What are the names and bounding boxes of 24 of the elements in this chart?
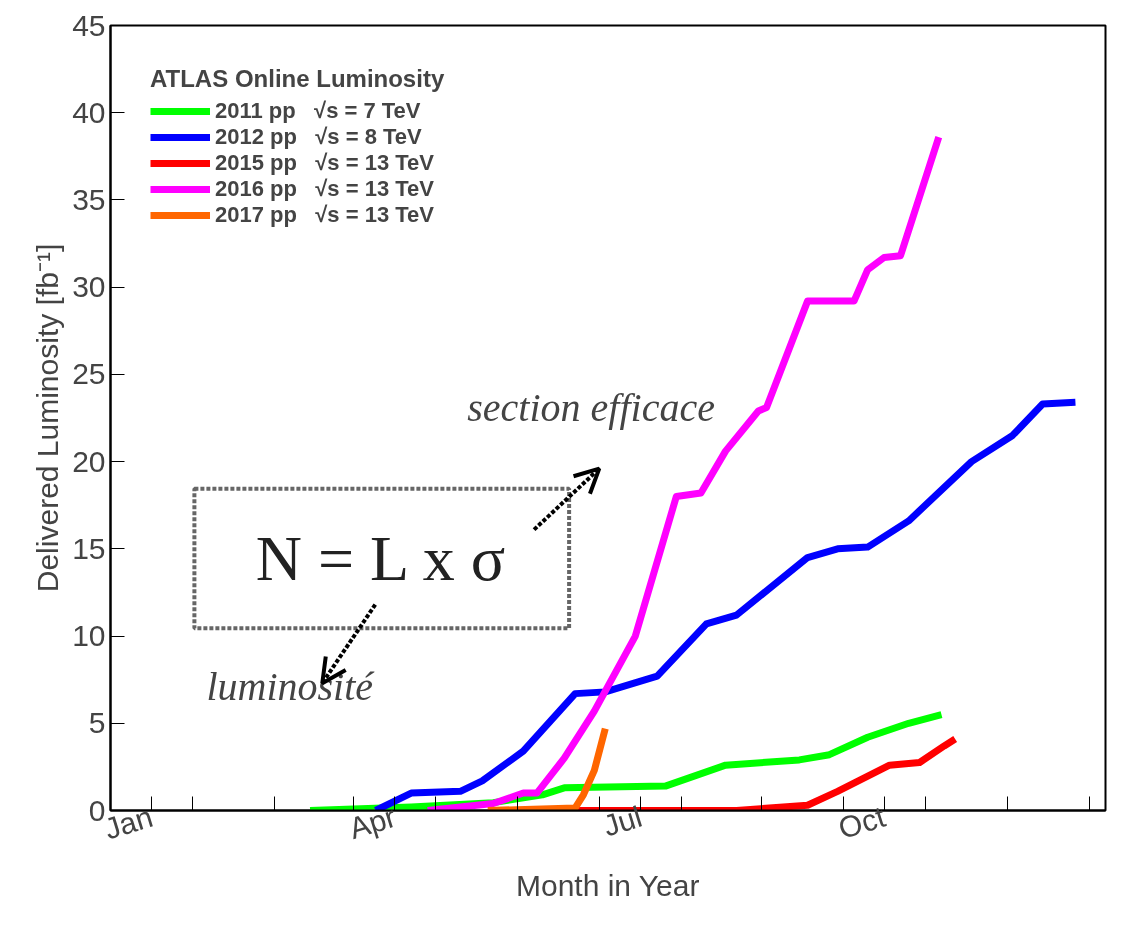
x-tick-label: Jul bbox=[599, 799, 646, 843]
y-tick-label: 15 bbox=[72, 531, 106, 565]
legend-label: 2015 pp √s = 13 TeV bbox=[215, 150, 434, 176]
y-tick-label: 20 bbox=[72, 444, 106, 478]
x-tick-label: Apr bbox=[345, 799, 400, 846]
y-axis-title: Delivered Luminosity [fb⁻¹] bbox=[31, 243, 65, 593]
y-tick-label: 40 bbox=[72, 95, 106, 129]
y-tick-label: 45 bbox=[72, 8, 106, 42]
y-tick-label: 30 bbox=[72, 270, 106, 304]
annotation: section efficace bbox=[467, 385, 715, 431]
y-tick-label: 0 bbox=[88, 793, 106, 827]
legend-label: 2012 pp √s = 8 TeV bbox=[215, 124, 422, 150]
annotation: luminosité bbox=[206, 664, 376, 710]
y-tick-label: 10 bbox=[72, 619, 106, 653]
annotation: N = L x σ bbox=[255, 522, 506, 594]
legend-label: 2017 pp √s = 13 TeV bbox=[215, 202, 434, 228]
y-tick-label: 35 bbox=[72, 182, 106, 216]
x-axis-title: Month in Year bbox=[515, 869, 700, 903]
y-tick-label: 5 bbox=[88, 706, 106, 740]
legend-label: 2011 pp √s = 7 TeV bbox=[215, 98, 421, 124]
legend-label: 2016 pp √s = 13 TeV bbox=[215, 176, 434, 202]
x-tick-label: Oct bbox=[834, 799, 890, 846]
legend-title: ATLAS Online Luminosity bbox=[150, 65, 445, 93]
y-tick-label: 25 bbox=[72, 357, 106, 391]
